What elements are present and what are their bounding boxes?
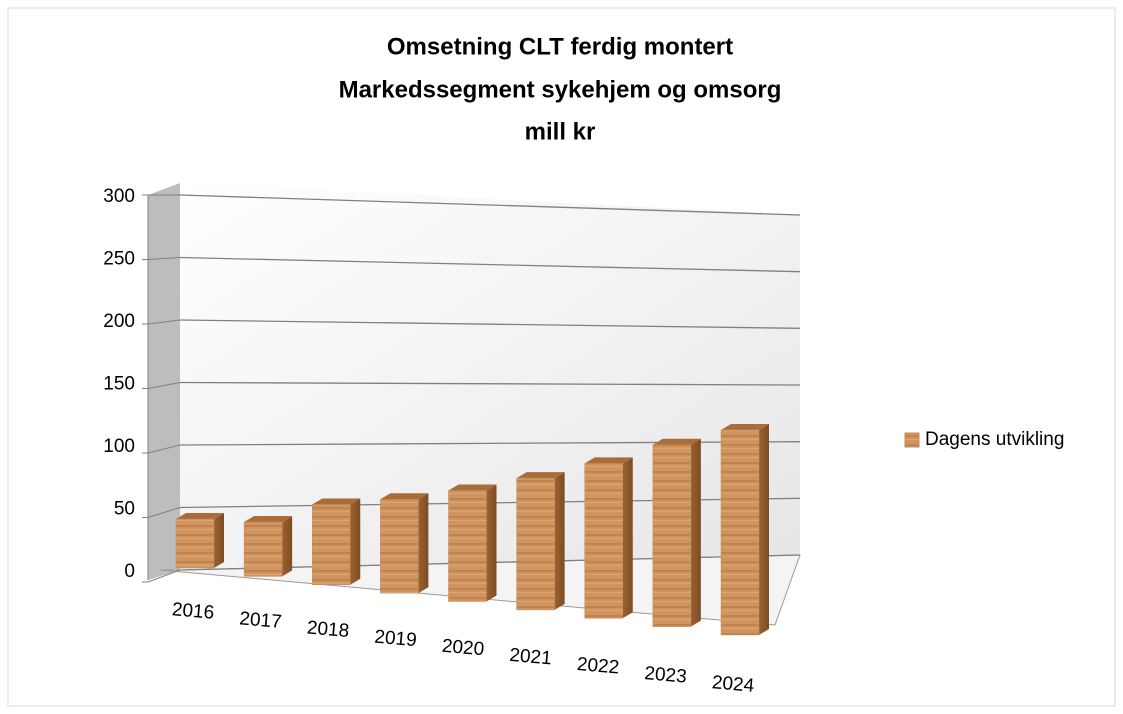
- bar-group: [448, 484, 497, 602]
- bar: [516, 477, 555, 611]
- bar-top: [652, 438, 701, 445]
- chart-title: mill kr: [525, 118, 596, 145]
- legend-swatch: [904, 432, 920, 448]
- grid-line: [147, 569, 181, 583]
- bar: [175, 518, 215, 569]
- grid-line: [179, 319, 801, 329]
- bar: [652, 444, 692, 627]
- bar-top: [516, 472, 565, 479]
- bar-top: [244, 516, 293, 523]
- bar-top: [176, 513, 224, 519]
- chart-title: Omsetning CLT ferdig montert: [387, 33, 733, 60]
- bar-side: [759, 424, 769, 635]
- bar: [380, 499, 419, 594]
- bar: [448, 490, 487, 602]
- bar-top: [312, 498, 361, 505]
- bar-side: [282, 516, 293, 577]
- bar-side: [214, 513, 224, 568]
- x-tick-label: 2023: [644, 663, 688, 688]
- bar-top: [380, 493, 429, 500]
- grid-line: [147, 319, 181, 325]
- x-tick-label: 2022: [576, 654, 620, 679]
- bar-side: [486, 484, 497, 602]
- bar-side: [690, 438, 701, 627]
- y-tick-label: 250: [103, 249, 135, 270]
- grid-line: [179, 381, 801, 386]
- bar: [720, 429, 760, 636]
- x-tick-label: 2024: [711, 672, 755, 697]
- legend-label: Dagens utvikling: [925, 429, 1064, 450]
- bar-group: [652, 438, 701, 627]
- bar-side: [350, 498, 361, 585]
- x-tick-label: 2020: [441, 636, 485, 661]
- bar-group: [516, 472, 565, 611]
- bar: [243, 521, 283, 577]
- bar-top: [584, 457, 633, 464]
- y-tick-label: 0: [124, 561, 135, 582]
- x-tick-label: 2021: [509, 645, 553, 670]
- bar: [312, 504, 351, 586]
- bar-side: [554, 472, 565, 610]
- x-tick-label: 2019: [374, 627, 418, 652]
- x-tick-label: 2018: [306, 617, 350, 642]
- y-tick-label: 150: [103, 374, 135, 395]
- chart-title: Markedssegment sykehjem og omsorg: [339, 76, 782, 103]
- bar-group: [312, 498, 361, 586]
- bar-group: [175, 513, 224, 569]
- x-tick-label: 2016: [171, 599, 215, 624]
- bar: [584, 463, 623, 619]
- grid-line: [147, 507, 181, 518]
- side-wall: [148, 183, 180, 580]
- bar-top: [721, 424, 769, 430]
- bar-group: [243, 516, 293, 577]
- y-tick-label: 200: [103, 311, 135, 332]
- grid-line: [147, 444, 181, 454]
- bar-group: [584, 457, 633, 619]
- back-wall: [180, 183, 800, 570]
- bar-group: [380, 493, 429, 594]
- y-tick-label: 100: [103, 436, 135, 457]
- bar-side: [622, 457, 633, 619]
- bar-top: [448, 484, 497, 491]
- bar-group: [720, 424, 769, 636]
- grid-line: [179, 256, 801, 273]
- grid-line: [147, 382, 181, 389]
- y-tick-label: 50: [114, 499, 135, 520]
- y-tick-label: 300: [103, 186, 135, 207]
- x-tick-label: 2017: [239, 608, 283, 633]
- grid-line: [179, 194, 801, 216]
- grid-line: [147, 257, 181, 260]
- plot: 0 50 100 150 200 250 300 2016 2017 2018 2019 2020 20…: [103, 186, 1064, 697]
- bar-side: [418, 493, 429, 594]
